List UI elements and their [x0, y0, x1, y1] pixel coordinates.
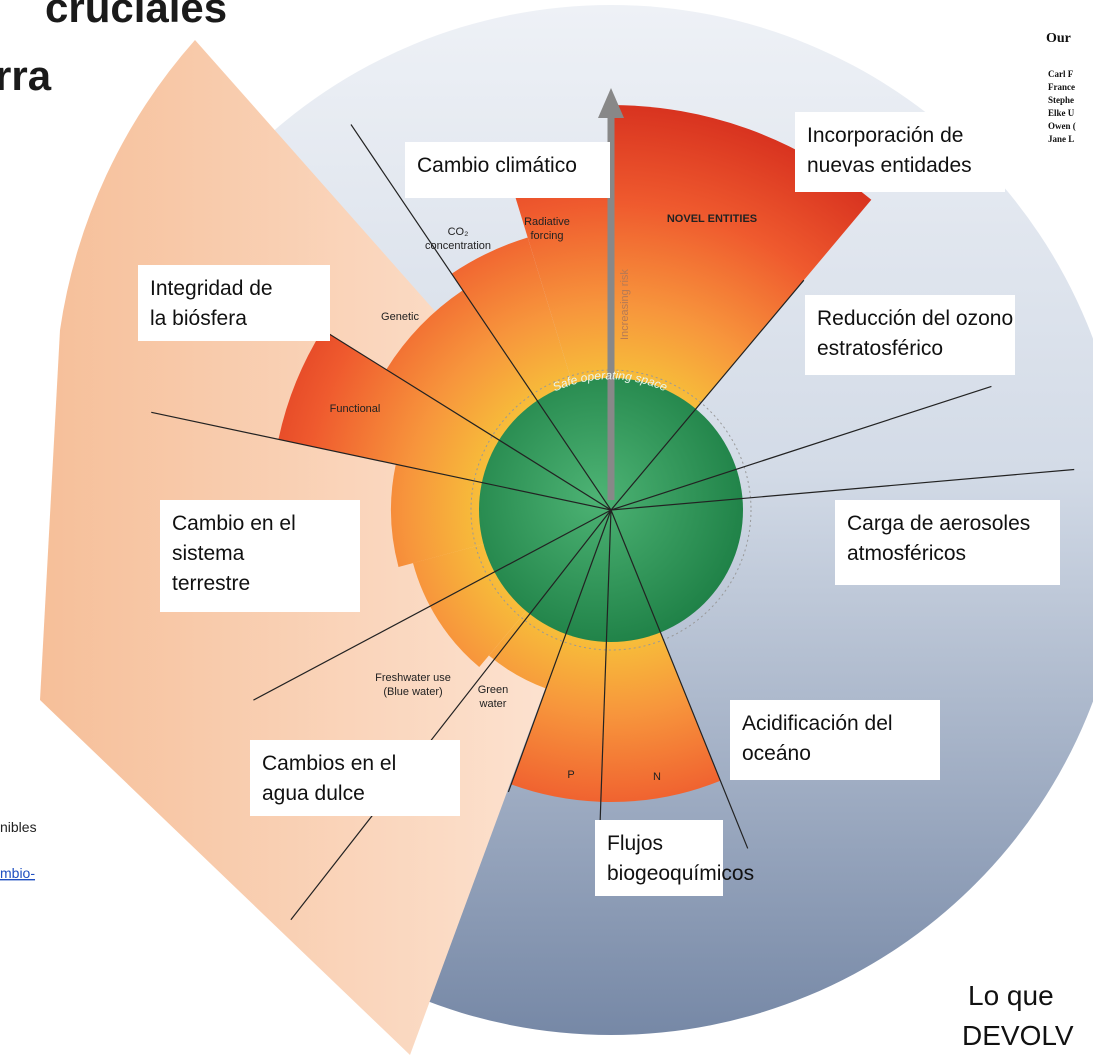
boundary-label: Flujos: [607, 832, 663, 855]
wedge-label: N: [653, 771, 661, 783]
wedge-label: Radiative: [524, 216, 570, 228]
wedge-label: Functional: [330, 403, 381, 415]
boundary-line: [610, 468, 1075, 511]
boundary-line: [610, 509, 749, 849]
wedge-label: water: [479, 698, 507, 710]
author: Elke U: [1048, 108, 1075, 118]
wedge-label: CO₂: [448, 226, 469, 238]
label-box: [160, 500, 360, 612]
author: France: [1048, 82, 1075, 92]
label-box: [405, 142, 610, 198]
author: Jane L: [1048, 134, 1074, 144]
label-box: [795, 112, 1005, 192]
authors: Carl F France Stephe Elke U Owen ( Jane L: [1048, 69, 1076, 144]
title-line: cruciales: [45, 0, 227, 31]
boundary-label: Cambios en el: [262, 752, 396, 775]
label-box: [595, 820, 723, 896]
boundary-label: terrestre: [172, 572, 250, 595]
boundary-label: Cambio climático: [417, 154, 577, 177]
boundary-label: Incorporación de: [807, 124, 963, 147]
footnote: nibles: [0, 819, 37, 835]
boundary-line: [610, 279, 805, 511]
wedge-label: Green: [478, 684, 509, 696]
label-box: [805, 295, 1015, 375]
boundary-label: Cambio en el: [172, 512, 296, 535]
boundary-labels: Cambio climático Incorporación de nuevas e…: [138, 112, 1060, 896]
dotted-ring: [470, 369, 752, 651]
boundary-lines: [151, 124, 1075, 921]
wedge-label: forcing: [530, 230, 563, 242]
wedge-label: concentration: [425, 240, 491, 252]
boundary-label: sistema: [172, 542, 245, 565]
footnote-link[interactable]: mbio-: [0, 865, 35, 881]
wedge-labels: CO₂ concentration Radiative forcing NOVEL EN…: [330, 213, 758, 783]
caption: Lo que: [968, 980, 1054, 1011]
boundary-label: la biósfera: [150, 307, 247, 330]
label-box: [138, 265, 330, 341]
wedge-label: P: [567, 769, 574, 781]
boundary-line: [350, 124, 612, 511]
boundary-line: [610, 385, 992, 511]
label-box: [250, 740, 460, 816]
boundary-label: biogeoquímicos: [607, 862, 754, 885]
boundary-line: [253, 509, 612, 701]
author: Stephe: [1048, 95, 1074, 105]
panel-title: Our: [1046, 31, 1071, 46]
boundary-label: atmosféricos: [847, 542, 966, 565]
boundary-label: Acidificación del: [742, 712, 893, 735]
boundary-label: oceáno: [742, 742, 811, 765]
boundary-label: agua dulce: [262, 782, 365, 805]
boundary-line: [322, 329, 612, 511]
boundary-label: estratosférico: [817, 337, 943, 360]
arrow-label: Increasing risk: [619, 269, 631, 340]
wedge-label: Genetic: [381, 311, 419, 323]
boundary-line: [507, 509, 612, 793]
wedge-label: (Blue water): [383, 686, 442, 698]
boundary-label: nuevas entidades: [807, 154, 972, 177]
boundary-label: Integridad de: [150, 277, 273, 300]
author: Owen (: [1048, 121, 1076, 131]
author: Carl F: [1048, 69, 1074, 79]
boundary-label: Carga de aerosoles: [847, 512, 1030, 535]
label-box: [730, 700, 940, 780]
wedge-label: NOVEL ENTITIES: [667, 213, 757, 225]
boundary-label: Reducción del ozono: [817, 307, 1013, 330]
boundary-line: [290, 509, 612, 921]
label-box: [835, 500, 1060, 585]
wedge-label: Freshwater use: [375, 672, 451, 684]
boundary-line: [598, 509, 612, 840]
arrow-head: [598, 88, 624, 118]
caption: DEVOLV: [962, 1020, 1074, 1051]
title-line: rra: [0, 52, 52, 99]
boundary-line: [151, 411, 612, 511]
